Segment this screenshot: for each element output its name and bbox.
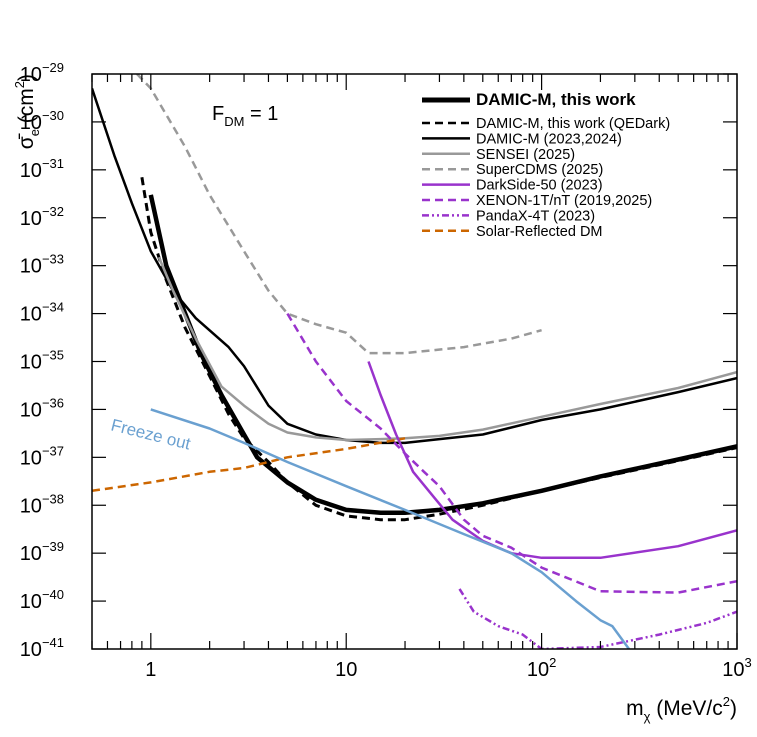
series-line-6 (286, 312, 737, 594)
legend-label-2: DAMIC-M (2023,2024) (476, 131, 622, 147)
series-line-4 (136, 74, 542, 355)
series-line-7 (458, 588, 737, 649)
y-tick-label-1: 10−30 (20, 108, 64, 134)
y-axis-title: σ̄e (cm2) (12, 74, 42, 149)
y-tick-label-2: 10−31 (20, 156, 64, 182)
legend-label-3: SENSEI (2025) (476, 147, 575, 163)
legend-label-0: DAMIC-M, this work (476, 90, 636, 109)
series-layer (92, 74, 737, 649)
series-line-5 (367, 361, 737, 560)
y-tick-label-5: 10−34 (20, 300, 64, 326)
x-tick-label-2: 102 (527, 655, 556, 681)
tick-layer (91, 73, 738, 650)
legend-label-1: DAMIC-M, this work (QEDark) (476, 116, 670, 132)
legend-label-5: DarkSide-50 (2023) (476, 178, 603, 194)
y-tick-label-12: 10−41 (20, 635, 64, 661)
series-line-0 (148, 194, 737, 515)
legend: DAMIC-M, this work DAMIC-M, this work (QE… (422, 90, 670, 240)
legend-label-4: SuperCDMS (2025) (476, 162, 603, 178)
y-tick-label-0: 10−29 (20, 60, 64, 86)
y-tick-label-9: 10−38 (20, 491, 64, 517)
plot-frame (91, 73, 738, 650)
series-line-1 (140, 177, 737, 522)
y-tick-label-6: 10−35 (20, 348, 64, 374)
series-line-9 (150, 408, 631, 649)
y-tick-label-11: 10−40 (20, 587, 64, 613)
y-tick-label-7: 10−36 (20, 395, 64, 421)
y-tick-label-8: 10−37 (20, 443, 64, 469)
legend-label-6: XENON-1T/nT (2019,2025) (476, 193, 652, 209)
x-axis-title: mχ (MeV/c2) (626, 694, 737, 724)
x-tick-label-0: 1 (145, 659, 156, 681)
series-line-3 (157, 256, 737, 442)
label-layer: 1 10 102 103 10−29 10−30 10−31 10−32 10−33 10−34 1… (20, 60, 752, 681)
series-line-8 (92, 437, 406, 493)
legend-label-8: Solar-Reflected DM (476, 224, 603, 240)
y-tick-label-3: 10−32 (20, 204, 64, 230)
x-tick-label-1: 10 (335, 659, 357, 681)
y-tick-label-10: 10−39 (20, 539, 64, 565)
freeze-out-annotation: Freeze out (109, 415, 193, 453)
fdm-annotation: FDM = 1 (212, 103, 278, 129)
y-tick-label-4: 10−33 (20, 252, 64, 278)
x-tick-label-3: 103 (722, 655, 751, 681)
series-line-2 (92, 88, 737, 445)
legend-label-7: PandaX-4T (2023) (476, 208, 595, 224)
